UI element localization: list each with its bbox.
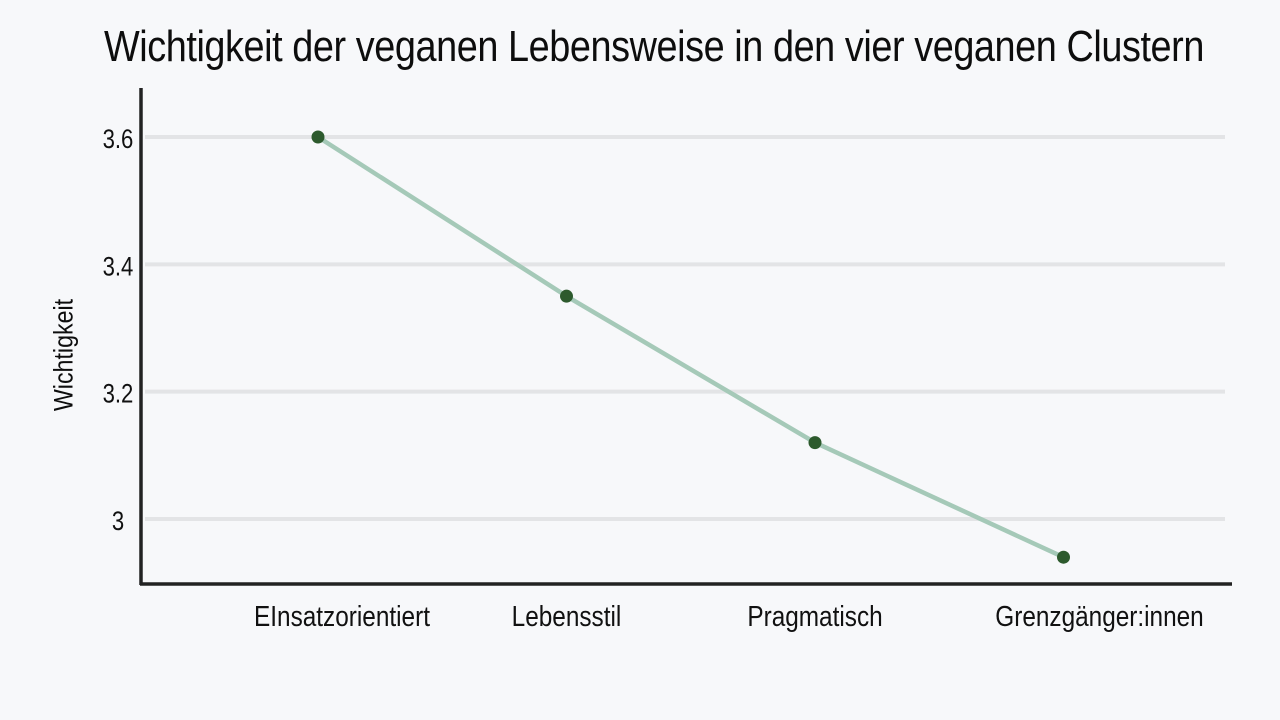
x-tick-label: Pragmatisch [747, 600, 882, 632]
x-tick-labels: EInsatzorientiert Lebensstil Pragmatisch Gr… [254, 600, 1204, 632]
axes [139, 88, 1232, 586]
y-tick-label: 3 [112, 507, 124, 537]
x-tick-label: EInsatzorientiert [254, 600, 430, 632]
y-tick-label: 3.2 [103, 380, 134, 410]
x-tick-group: Grenzgänger:innen [995, 600, 1203, 632]
y-tick-label: 3.4 [103, 252, 134, 282]
data-point-einsatzorientiert [311, 130, 325, 144]
x-tick-group: EInsatzorientiert [254, 600, 430, 632]
data-series [311, 130, 1070, 564]
x-tick-label: Lebensstil [512, 600, 622, 632]
chart-title: Wichtigkeit der veganen Lebensweise in d… [104, 22, 1204, 71]
y-tick-label: 3.6 [103, 125, 134, 155]
data-point-lebensstil [560, 289, 573, 303]
x-tick-group: Pragmatisch [747, 600, 882, 632]
data-point-pragmatisch [808, 436, 822, 450]
data-point-grenzg-nger-innen [1057, 550, 1070, 564]
y-tick-labels: 3 3.2 3.4 3.6 [103, 125, 134, 537]
x-tick-group: Lebensstil [512, 600, 622, 632]
x-tick-label: Grenzgänger:innen [995, 600, 1203, 632]
gridlines [145, 135, 1225, 521]
series-line [316, 135, 1065, 560]
